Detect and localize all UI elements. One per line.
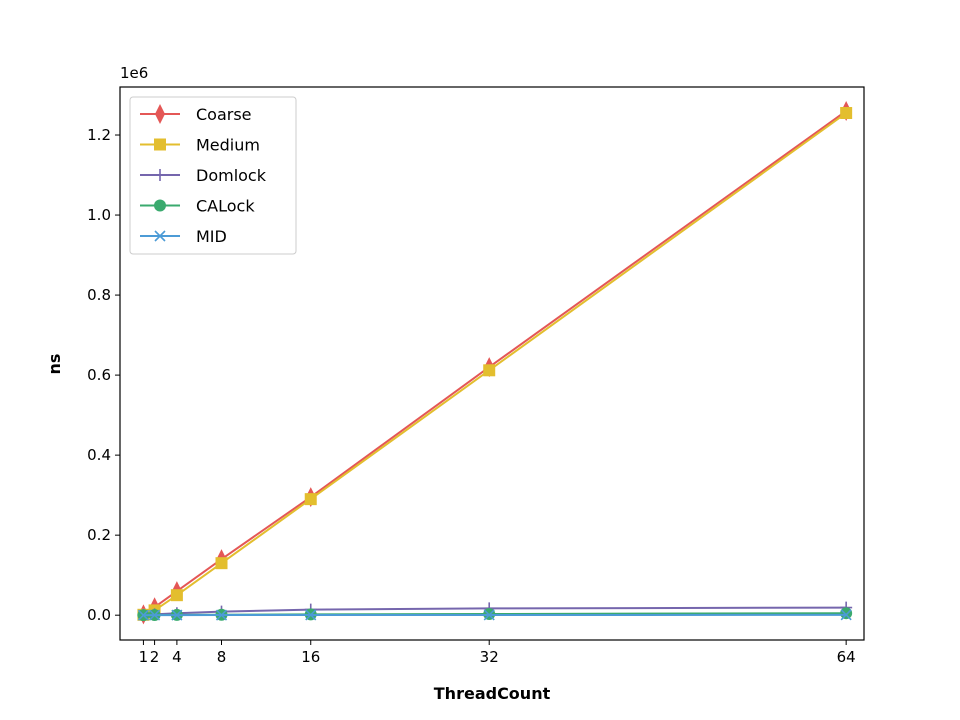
legend-label: Medium (196, 136, 260, 155)
legend-item-domlock: Domlock (140, 166, 267, 185)
data-point-medium (170, 589, 183, 602)
legend-item-calock: CALock (140, 197, 255, 216)
x-tick-label: 16 (301, 648, 320, 666)
legend-box (129, 96, 297, 255)
legend-item-mid: MID (140, 227, 227, 246)
data-point-mid (840, 609, 852, 621)
legend-label: CALock (196, 197, 255, 216)
data-point-mid (149, 609, 161, 621)
x-tick-label: 8 (217, 648, 227, 666)
y-axis-label: ns (45, 354, 64, 375)
data-point-mid (483, 609, 495, 621)
data-point-medium (304, 493, 317, 506)
data-point-mid (171, 609, 183, 621)
data-point-medium (215, 557, 228, 570)
legend-marker (154, 230, 166, 242)
legend-label: MID (196, 227, 227, 246)
data-point-mid (215, 609, 228, 621)
legend-item-coarse: Coarse (140, 104, 252, 124)
y-offset-label: 1e6 (120, 64, 148, 82)
y-tick-label: 0.0 (87, 606, 111, 624)
y-tick-label: 0.2 (87, 526, 111, 544)
x-tick-label: 2 (150, 648, 160, 666)
y-axis: 0.0 0.2 0.4 0.6 0.8 1.0 1.2 (87, 126, 120, 624)
legend-marker (154, 199, 166, 212)
legend-marker (154, 169, 166, 181)
y-tick-label: 1.2 (87, 126, 111, 144)
series-mid (137, 609, 852, 621)
data-point-medium (483, 364, 496, 377)
x-tick-label: 1 (139, 648, 149, 666)
x-tick-label: 32 (480, 648, 499, 666)
data-point-mid (137, 609, 149, 621)
y-tick-label: 0.6 (87, 366, 111, 384)
legend-label: Domlock (196, 166, 267, 185)
x-axis: 1 2 4 8 16 32 64 (139, 640, 856, 666)
x-tick-label: 4 (172, 648, 182, 666)
data-point-calock (840, 607, 853, 620)
y-tick-label: 0.8 (87, 286, 111, 304)
data-point-mid (305, 609, 317, 621)
plot-frame (119, 86, 865, 641)
series-domlock (137, 601, 853, 621)
legend-marker (155, 104, 165, 124)
legend: Coarse Medium Domlock CALock MID (129, 96, 297, 255)
x-tick-label: 64 (837, 648, 856, 666)
x-axis-label: ThreadCount (434, 684, 551, 703)
plot-area (137, 101, 853, 625)
y-tick-label: 0.4 (87, 446, 111, 464)
data-point-medium (840, 107, 853, 120)
legend-label: Coarse (196, 105, 252, 124)
legend-marker (154, 138, 166, 151)
legend-item-medium: Medium (140, 136, 260, 155)
y-tick-label: 1.0 (87, 206, 111, 224)
